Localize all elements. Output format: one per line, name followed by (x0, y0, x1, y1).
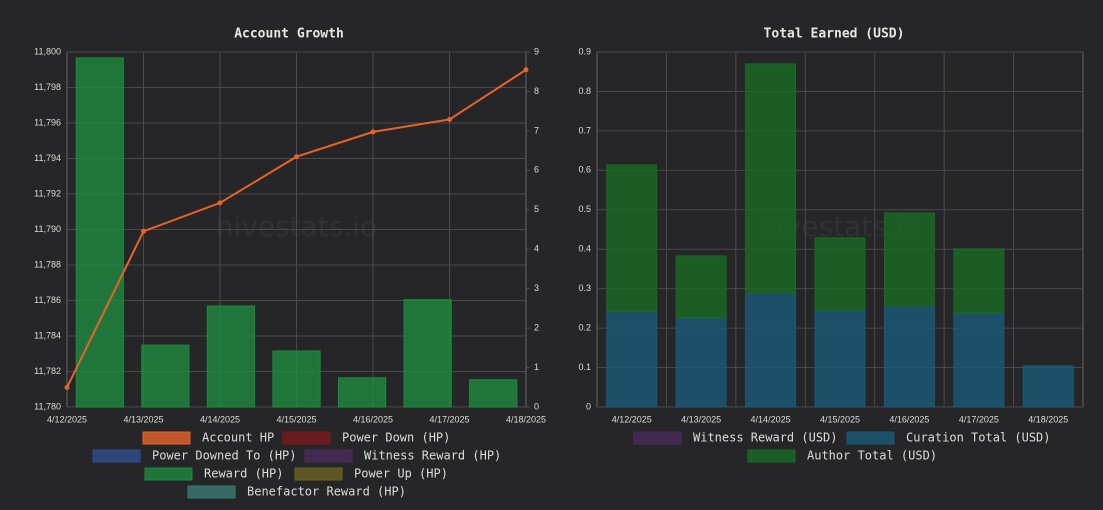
y2-tick-label: 8 (534, 86, 539, 96)
bar (272, 350, 321, 408)
y-tick-label: 0.8 (578, 86, 591, 96)
bar (883, 305, 935, 408)
bar (606, 310, 658, 408)
bar (675, 255, 727, 319)
y-tick-label: 0.9 (578, 46, 591, 56)
y-tick-label: 11,786 (34, 295, 61, 305)
y2-tick-label: 3 (534, 283, 539, 293)
legend-label: Power Downed To (HP) (152, 449, 297, 463)
x-tick-label: 4/14/2025 (200, 414, 240, 424)
y-tick-label: 0.7 (578, 125, 591, 135)
legend-label: Reward (HP) (204, 467, 283, 481)
point (294, 154, 299, 160)
y-tick-label: 11,780 (34, 401, 61, 411)
point (217, 200, 223, 206)
y2-tick-label: 4 (534, 244, 539, 254)
x-tick-label: 4/12/2025 (47, 414, 87, 424)
y-tick-label: 11,788 (34, 259, 61, 269)
legend-swatch (846, 431, 895, 445)
legend-swatch (294, 467, 343, 481)
bar (953, 248, 1005, 314)
bar (814, 237, 866, 311)
point (141, 228, 146, 234)
bar (75, 57, 124, 408)
legend-swatch (142, 431, 191, 445)
bar (883, 212, 935, 307)
bar (606, 164, 658, 312)
point (370, 129, 376, 135)
legend-label: Curation Total (USD) (906, 431, 1051, 445)
legend-label: Witness Reward (HP) (364, 449, 501, 463)
y2-tick-label: 5 (534, 204, 539, 214)
y-tick-label: 11,794 (34, 153, 61, 163)
point (447, 116, 452, 122)
bar (469, 379, 518, 408)
y-tick-label: 0.3 (578, 283, 591, 293)
bar (745, 63, 797, 294)
y2-tick-label: 9 (534, 46, 539, 56)
bar (745, 292, 797, 408)
x-tick-label: 4/18/2025 (1028, 414, 1068, 424)
x-tick-label: 4/15/2025 (820, 414, 860, 424)
x-tick-label: 4/17/2025 (959, 414, 999, 424)
y2-tick-label: 7 (534, 125, 539, 135)
x-tick-label: 4/15/2025 (276, 414, 316, 424)
bar (953, 312, 1005, 408)
y-tick-label: 0.2 (578, 322, 591, 332)
legend-label: Account HP (202, 431, 274, 445)
x-tick-label: 4/13/2025 (123, 414, 163, 424)
x-tick-label: 4/18/2025 (506, 414, 546, 424)
y-tick-label: 11,790 (34, 224, 61, 234)
legend-swatch (282, 431, 331, 445)
legend-swatch (92, 449, 141, 463)
y-tick-label: 0.4 (578, 244, 591, 254)
y2-tick-label: 2 (534, 322, 539, 332)
point (523, 67, 529, 73)
y2-tick-label: 0 (534, 401, 539, 411)
legend-swatch (633, 431, 682, 445)
bar (403, 299, 452, 408)
bar (337, 377, 387, 408)
legend-swatch (144, 467, 193, 481)
bar (1022, 365, 1074, 408)
legend-label: Power Down (HP) (342, 431, 450, 445)
y2-tick-label: 1 (534, 362, 539, 372)
legend-swatch (187, 485, 236, 499)
legend-swatch (304, 449, 353, 463)
y-tick-label: 0.1 (578, 362, 591, 372)
chart-title: Account Growth (234, 27, 344, 42)
x-tick-label: 4/17/2025 (429, 414, 469, 424)
x-tick-label: 4/14/2025 (751, 414, 791, 424)
y2-tick-label: 6 (534, 165, 539, 175)
x-tick-label: 4/16/2025 (889, 414, 929, 424)
bar (141, 344, 190, 408)
y-tick-label: 0 (586, 401, 591, 411)
legend-swatch (747, 449, 796, 463)
y-tick-label: 11,800 (34, 46, 61, 56)
x-tick-label: 4/12/2025 (612, 414, 652, 424)
legend-label: Author Total (USD) (807, 449, 937, 463)
point (64, 384, 70, 390)
y-tick-label: 11,792 (34, 188, 61, 198)
y-tick-label: 11,784 (34, 330, 61, 340)
y-tick-label: 11,798 (34, 82, 61, 92)
legend-label: Witness Reward (USD) (693, 431, 838, 445)
bar (814, 309, 866, 408)
legend-label: Benefactor Reward (HP) (247, 485, 406, 499)
x-tick-label: 4/16/2025 (353, 414, 393, 424)
bar (206, 305, 256, 408)
legend-label: Power Up (HP) (354, 467, 448, 481)
y-tick-label: 11,782 (34, 366, 61, 376)
y-tick-label: 11,796 (34, 117, 61, 127)
chart-title: Total Earned (USD) (764, 27, 905, 42)
y-tick-label: 0.6 (578, 165, 591, 175)
x-tick-label: 4/13/2025 (681, 414, 721, 424)
y-tick-label: 0.5 (578, 204, 591, 214)
bar (675, 317, 727, 408)
